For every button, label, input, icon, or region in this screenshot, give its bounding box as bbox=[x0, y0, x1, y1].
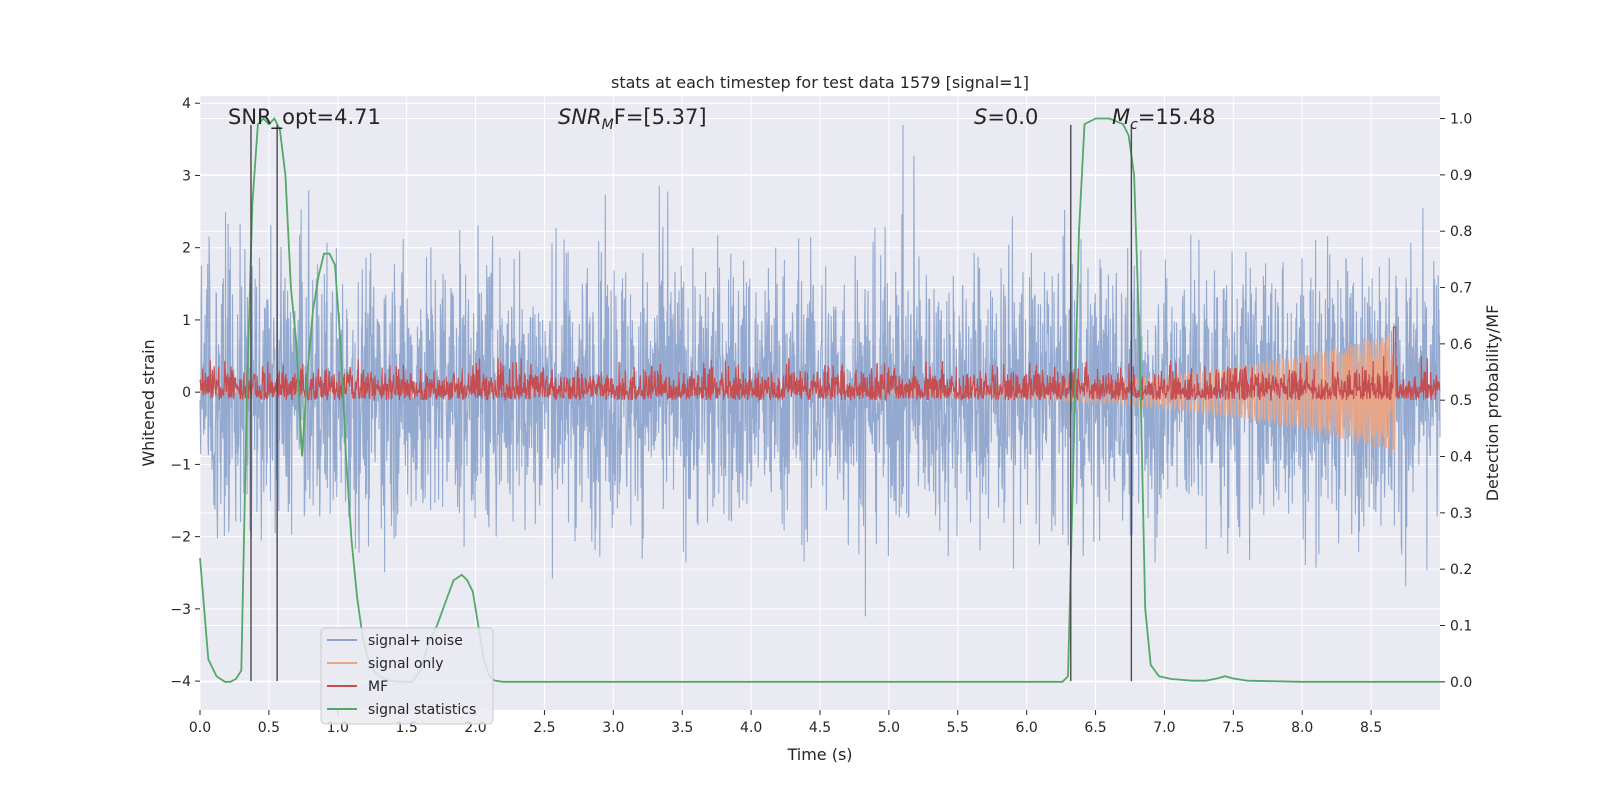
legend-label-signal-only: signal only bbox=[368, 656, 443, 672]
y-left-tick-label-8: −4 bbox=[170, 674, 191, 690]
series-layer bbox=[199, 116, 1441, 683]
annotation-mc: Mc=15.48 bbox=[1112, 105, 1216, 133]
y-right-tick-label-8: 0.2 bbox=[1450, 562, 1472, 578]
x-tick-label-17: 8.5 bbox=[1360, 720, 1382, 736]
y-left-tick-label-0: 4 bbox=[182, 96, 191, 112]
y-right-tick-label-6: 0.4 bbox=[1450, 450, 1472, 466]
legend-label-signal-noise: signal+ noise bbox=[368, 633, 463, 649]
vertical-markers bbox=[250, 124, 1133, 682]
y-right-tick-label-1: 0.9 bbox=[1450, 168, 1472, 184]
x-tick-label-11: 5.5 bbox=[947, 720, 969, 736]
legend: signal+ noise signal only MF signal stat… bbox=[320, 627, 494, 725]
legend-label-signal-statistics: signal statistics bbox=[368, 702, 476, 718]
x-axis-label: Time (s) bbox=[786, 745, 852, 764]
series-mf-line bbox=[199, 326, 1441, 402]
y-left-tick-label-6: −2 bbox=[170, 530, 191, 546]
y-right-tick-label-7: 0.3 bbox=[1450, 506, 1472, 522]
y-right-tick-label-0: 1.0 bbox=[1450, 112, 1472, 128]
y-left-tick-label-4: 0 bbox=[182, 385, 191, 401]
legend-box bbox=[320, 627, 494, 725]
x-tick-label-12: 6.0 bbox=[1016, 720, 1038, 736]
legend-label-mf: MF bbox=[368, 679, 388, 695]
x-tick-label-1: 0.5 bbox=[258, 720, 280, 736]
annotation-snr-opt: SNR_opt=4.71 bbox=[228, 105, 381, 130]
y-axis-right-label: Detection probability/MF bbox=[1483, 305, 1502, 502]
y-left-tick-label-3: 1 bbox=[182, 313, 191, 329]
y-right-tick-label-4: 0.6 bbox=[1450, 337, 1472, 353]
y-right-tick-label-2: 0.8 bbox=[1450, 224, 1472, 240]
y-left-tick-label-7: −3 bbox=[170, 602, 191, 618]
y-axis-left-ticks: 4 3 2 1 0 −1 −2 −3 −4 bbox=[170, 96, 200, 690]
y-right-tick-label-3: 0.7 bbox=[1450, 281, 1472, 297]
x-tick-label-5: 2.5 bbox=[533, 720, 555, 736]
x-tick-label-15: 7.5 bbox=[1222, 720, 1244, 736]
annotation-s: S=0.0 bbox=[974, 105, 1038, 129]
x-tick-label-10: 5.0 bbox=[878, 720, 900, 736]
series-signal-statistics-line bbox=[199, 116, 1440, 683]
x-tick-label-8: 4.0 bbox=[740, 720, 762, 736]
x-tick-label-13: 6.5 bbox=[1084, 720, 1106, 736]
x-tick-label-14: 7.0 bbox=[1153, 720, 1175, 736]
y-axis-right-ticks: 1.0 0.9 0.8 0.7 0.6 0.5 0.4 0.3 0.2 0.1 0.0 bbox=[1440, 112, 1472, 691]
y-left-tick-label-2: 2 bbox=[182, 241, 191, 257]
x-tick-label-0: 0.0 bbox=[189, 720, 211, 736]
chart-title: stats at each timestep for test data 157… bbox=[611, 73, 1029, 92]
annotation-snr-mf: SNRMF=[5.37] bbox=[558, 105, 707, 133]
x-tick-label-6: 3.0 bbox=[602, 720, 624, 736]
y-axis-left-label: Whitened strain bbox=[139, 339, 158, 466]
x-tick-label-9: 4.5 bbox=[809, 720, 831, 736]
y-right-tick-label-10: 0.0 bbox=[1450, 675, 1472, 691]
x-tick-label-7: 3.5 bbox=[671, 720, 693, 736]
y-right-tick-label-5: 0.5 bbox=[1450, 393, 1472, 409]
y-left-tick-label-5: −1 bbox=[170, 457, 191, 473]
x-tick-label-16: 8.0 bbox=[1291, 720, 1313, 736]
y-left-tick-label-1: 3 bbox=[182, 168, 191, 184]
y-right-tick-label-9: 0.1 bbox=[1450, 619, 1472, 635]
